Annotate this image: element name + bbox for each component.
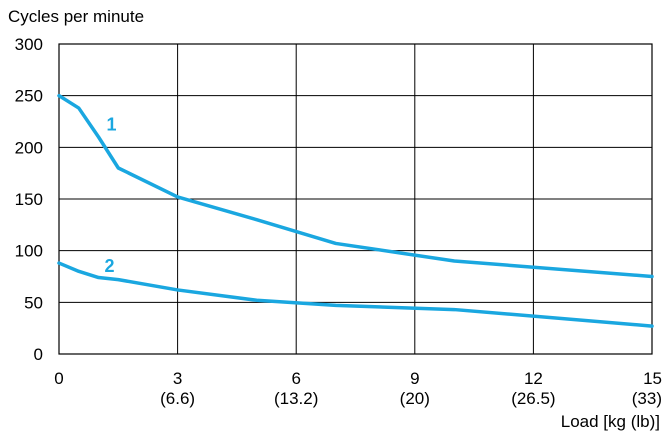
x-tick-label: 12 — [524, 369, 543, 388]
x-tick-label: 9 — [410, 369, 419, 388]
x-tick-label: 6 — [291, 369, 300, 388]
x-axis-title: Load [kg (lb)] — [561, 412, 660, 431]
y-axis-title: Cycles per minute — [8, 7, 144, 26]
grid — [58, 43, 653, 355]
x-tick-sublabel: (26.5) — [511, 389, 555, 408]
x-tick-sublabel: (33) — [632, 389, 662, 408]
x-tick-sublabel: (13.2) — [274, 389, 318, 408]
x-tick-label: 3 — [173, 369, 182, 388]
x-tick-label: 15 — [643, 369, 662, 388]
series-label-2: 2 — [105, 256, 115, 276]
series-label-1: 1 — [106, 115, 116, 135]
y-tick-label: 100 — [15, 242, 43, 261]
x-tick-sublabel: (20) — [400, 389, 430, 408]
series-line-2 — [57, 261, 654, 328]
y-tick-label: 150 — [15, 190, 43, 209]
x-tick-sublabel: (6.6) — [160, 389, 195, 408]
y-tick-label: 300 — [15, 35, 43, 54]
series-layer: 12 — [57, 93, 654, 328]
y-tick-label: 0 — [34, 345, 43, 364]
y-tick-label: 250 — [15, 87, 43, 106]
y-tick-label: 200 — [15, 138, 43, 157]
series-line-1 — [57, 93, 654, 279]
x-tick-label: 0 — [54, 369, 63, 388]
y-tick-label: 50 — [24, 293, 43, 312]
